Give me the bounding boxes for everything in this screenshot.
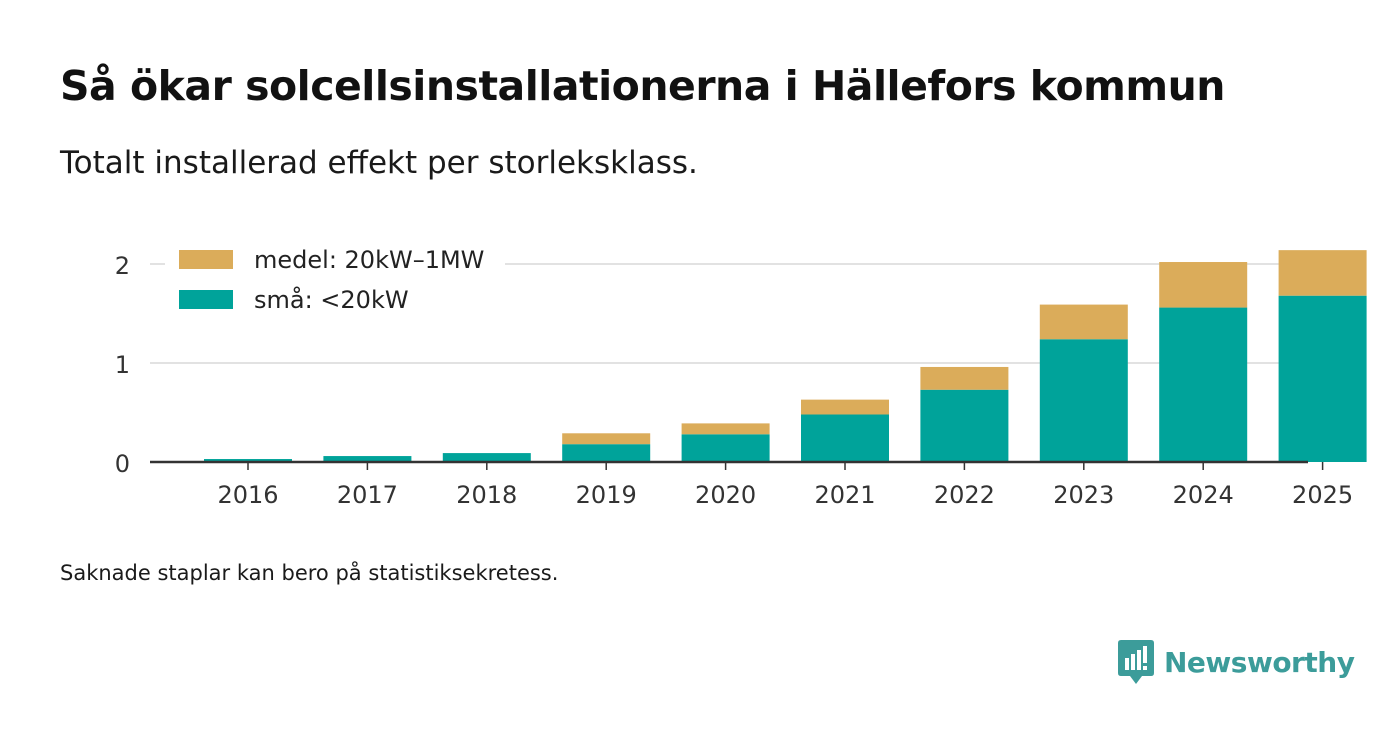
bar-2024-medel (1159, 262, 1248, 308)
stacked-bar-chart: 0 1 2 2016 2017 2018 2019 2020 2021 2022 2023 2024 2… (114, 246, 1367, 509)
x-tick-label-2020: 2020 (695, 481, 756, 509)
legend-swatch (179, 250, 233, 269)
bar-2023-medel (1039, 304, 1128, 340)
x-tick-label-2024: 2024 (1173, 481, 1234, 509)
bar-2021-sma (801, 414, 889, 462)
footnote: Saknade staplar kan bero på statistiksek… (60, 561, 559, 585)
bar-2018-sma (442, 453, 531, 462)
y-tick-label: 2 (115, 252, 130, 280)
chart-subtitle: Totalt installerad effekt per storlekskl… (60, 145, 698, 181)
bar-2020-sma (681, 434, 770, 462)
bar-2022-medel (920, 366, 1009, 390)
bar-2022-sma (920, 389, 1009, 462)
legend-label: medel: 20kW–1MW (254, 246, 484, 274)
x-tick-label-2022: 2022 (934, 481, 995, 509)
x-tick-label-2018: 2018 (456, 481, 517, 509)
x-tick-label-2025: 2025 (1292, 481, 1353, 509)
x-tick-label-2023: 2023 (1053, 481, 1114, 509)
x-tick-label-2019: 2019 (576, 481, 637, 509)
legend-label: små: <20kW (254, 285, 409, 314)
bar-2025-medel (1278, 250, 1367, 296)
bar-2025-sma (1278, 295, 1367, 462)
chart-title: Så ökar solcellsinstallationerna i Hälle… (60, 62, 1225, 110)
bar-2021-medel (801, 399, 889, 415)
newsworthy-logo-text: Newsworthy (1164, 645, 1355, 679)
legend-swatch (179, 290, 233, 309)
x-tick-label-2021: 2021 (814, 481, 875, 509)
bar-2023-sma (1039, 339, 1128, 462)
bar-2017-sma (323, 456, 412, 462)
x-tick-label-2016: 2016 (217, 481, 278, 509)
newsworthy-logo-icon (1118, 640, 1154, 684)
y-tick-label: 0 (115, 450, 130, 478)
y-tick-label: 1 (115, 351, 130, 379)
x-tick-label-2017: 2017 (337, 481, 398, 509)
bar-2024-sma (1159, 307, 1248, 462)
newsworthy-logo: Newsworthy (1118, 640, 1355, 684)
bar-2019-medel (562, 433, 651, 445)
bar-2020-medel (681, 423, 770, 435)
bar-2019-sma (562, 444, 651, 462)
bar-2016-sma (204, 459, 292, 462)
